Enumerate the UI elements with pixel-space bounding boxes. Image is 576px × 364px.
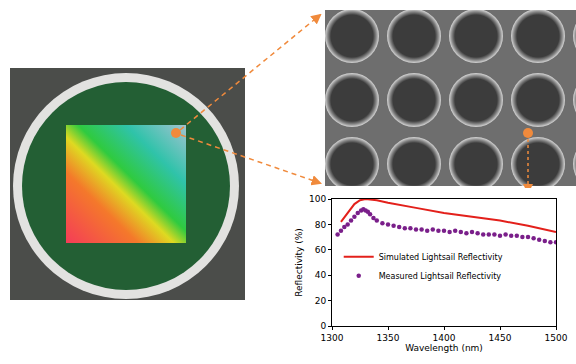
svg-text:80: 80: [315, 220, 327, 230]
svg-text:1500: 1500: [545, 333, 568, 343]
svg-text:20: 20: [315, 296, 327, 306]
svg-text:1300: 1300: [321, 333, 344, 343]
svg-text:40: 40: [315, 270, 327, 280]
svg-text:1450: 1450: [489, 333, 512, 343]
svg-text:60: 60: [315, 245, 327, 255]
svg-text:Simulated Lightsail Reflectivi: Simulated Lightsail Reflectivity: [379, 253, 503, 262]
svg-text:0: 0: [320, 321, 326, 331]
svg-text:Wavelength (nm): Wavelength (nm): [405, 343, 483, 353]
svg-text:Reflectivity (%): Reflectivity (%): [294, 228, 304, 297]
svg-text:1400: 1400: [433, 333, 456, 343]
svg-text:Measured Lightsail Reflectivit: Measured Lightsail Reflectivity: [379, 272, 502, 281]
svg-text:100: 100: [309, 194, 326, 204]
svg-text:1350: 1350: [377, 333, 400, 343]
